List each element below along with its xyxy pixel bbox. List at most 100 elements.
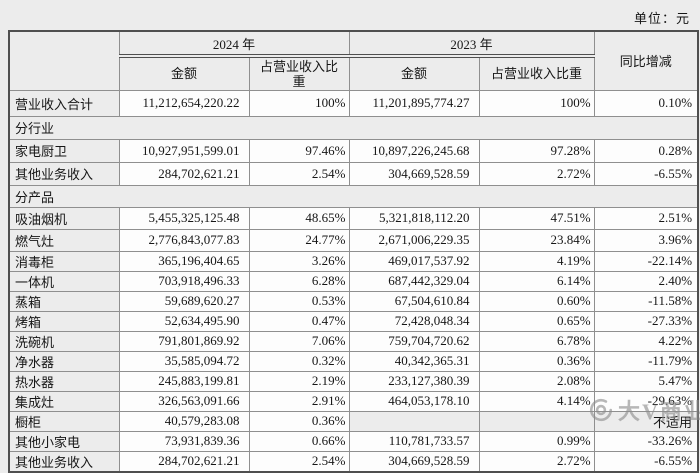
amount-2024: 5,455,325,125.48 <box>118 206 250 230</box>
pct-2024: 0.66% <box>248 430 350 452</box>
pct-2023: 0.65% <box>478 310 595 332</box>
amount-2024: 73,931,839.36 <box>118 430 250 452</box>
table-row: 橱柜 40,579,283.08 0.36% 不适用 <box>8 410 699 432</box>
amount-2023: 233,127,380.39 <box>348 370 480 392</box>
amount-2024: 365,196,404.65 <box>118 250 250 272</box>
amount-2023: 10,897,226,245.68 <box>348 138 480 163</box>
yoy-change: 0.10% <box>593 89 699 117</box>
table-row: 一体机 703,918,496.33 6.28% 687,442,329.04 6.14… <box>8 270 699 292</box>
yoy-change: 3.96% <box>593 228 699 252</box>
pct-2024: 2.54% <box>248 161 350 186</box>
amount-2024: 791,801,869.92 <box>118 330 250 352</box>
header-pct-2024: 占营业收入比重 <box>248 55 350 91</box>
table-header: 2024 年 2023 年 同比增减 金额 占营业收入比重 金额 占营业收入比重 <box>8 30 699 91</box>
yoy-change: 4.22% <box>593 330 699 352</box>
pct-2024: 97.46% <box>248 138 350 163</box>
header-yoy: 同比增减 <box>593 30 699 91</box>
amount-2023: 72,428,048.34 <box>348 310 480 332</box>
pct-2024: 7.06% <box>248 330 350 352</box>
row-label: 其他业务收入 <box>8 450 120 472</box>
amount-2023: 304,669,528.59 <box>348 161 480 186</box>
pct-2024: 0.32% <box>248 350 350 372</box>
amount-2024: 11,212,654,220.22 <box>118 89 250 117</box>
pct-2024: 0.47% <box>248 310 350 332</box>
header-pct-2023: 占营业收入比重 <box>478 55 595 91</box>
yoy-change: -29.63% <box>593 390 699 412</box>
table-row: 净水器 35,585,094.72 0.32% 40,342,365.31 0.36% -… <box>8 350 699 372</box>
yoy-change: -11.58% <box>593 290 699 312</box>
row-label: 家电厨卫 <box>8 138 120 163</box>
amount-2024: 59,689,620.27 <box>118 290 250 312</box>
table-row: 烤箱 52,634,495.90 0.47% 72,428,048.34 0.65% -2… <box>8 310 699 332</box>
amount-2023: 2,671,006,229.35 <box>348 228 480 252</box>
row-label: 蒸箱 <box>8 290 120 312</box>
yoy-change: 2.51% <box>593 206 699 230</box>
amount-2024: 326,563,091.66 <box>118 390 250 412</box>
table-row: 其他业务收入 284,702,621.21 2.54% 304,669,528.59 2… <box>8 450 699 472</box>
amount-2023: 5,321,818,112.20 <box>348 206 480 230</box>
table-row: 其他业务收入 284,702,621.21 2.54% 304,669,528.59 2… <box>8 161 699 186</box>
row-label: 营业收入合计 <box>8 89 120 117</box>
header-amount-2023: 金额 <box>348 55 480 91</box>
amount-2023: 759,704,720.62 <box>348 330 480 352</box>
table-row: 营业收入合计 11,212,654,220.22 100% 11,201,895,77… <box>8 89 699 117</box>
pct-2024: 24.77% <box>248 228 350 252</box>
table-row: 家电厨卫 10,927,951,599.01 97.46% 10,897,226,24… <box>8 138 699 163</box>
amount-2023: 110,781,733.57 <box>348 430 480 452</box>
row-label: 燃气灶 <box>8 228 120 252</box>
amount-2023: 464,053,178.10 <box>348 390 480 412</box>
pct-2023: 97.28% <box>478 138 595 163</box>
row-label: 集成灶 <box>8 390 120 412</box>
pct-2023: 0.60% <box>478 290 595 312</box>
yoy-change: -33.26% <box>593 430 699 452</box>
pct-2024: 100% <box>248 89 350 117</box>
amount-2024: 52,634,495.90 <box>118 310 250 332</box>
amount-2023: 11,201,895,774.27 <box>348 89 480 117</box>
pct-2024: 2.54% <box>248 450 350 472</box>
yoy-change: -6.55% <box>593 450 699 472</box>
section-label: 分行业 <box>9 115 699 140</box>
yoy-change: -11.79% <box>593 350 699 372</box>
unit-label: 单位：元 <box>633 11 690 26</box>
header-year-2024: 2024 年 <box>118 30 350 58</box>
yoy-change: 不适用 <box>593 410 699 432</box>
pct-2023: 4.14% <box>478 390 595 412</box>
table-row: 消毒柜 365,196,404.65 3.26% 469,017,537.92 4.19… <box>8 250 699 272</box>
amount-2024: 40,579,283.08 <box>118 410 250 432</box>
row-label: 热水器 <box>8 370 120 392</box>
row-label: 一体机 <box>8 270 120 292</box>
section-label: 分产品 <box>9 184 699 208</box>
pct-2024: 3.26% <box>248 250 350 272</box>
header-row-subcolumns: 金额 占营业收入比重 金额 占营业收入比重 <box>9 55 698 91</box>
table-body: 营业收入合计 11,212,654,220.22 100% 11,201,895,77… <box>8 89 699 472</box>
pct-2023: 6.14% <box>478 270 595 292</box>
pct-2024: 0.53% <box>248 290 350 312</box>
pct-2023 <box>478 410 595 432</box>
row-label: 其他业务收入 <box>8 161 120 186</box>
corner-cell <box>8 30 120 91</box>
yoy-change: -22.14% <box>593 250 699 272</box>
amount-2024: 245,883,199.81 <box>118 370 250 392</box>
row-label: 消毒柜 <box>8 250 120 272</box>
amount-2023: 687,442,329.04 <box>348 270 480 292</box>
yoy-change: 2.40% <box>593 270 699 292</box>
row-label: 橱柜 <box>8 410 120 432</box>
pct-2023: 4.19% <box>478 250 595 272</box>
table-row: 洗碗机 791,801,869.92 7.06% 759,704,720.62 6.78… <box>8 330 699 352</box>
pct-2023: 2.72% <box>478 450 595 472</box>
row-label: 洗碗机 <box>8 330 120 352</box>
pct-2023: 2.72% <box>478 161 595 186</box>
pct-2023: 0.36% <box>478 350 595 372</box>
table-row: 燃气灶 2,776,843,077.83 24.77% 2,671,006,229.3… <box>8 228 699 252</box>
header-row-years: 2024 年 2023 年 同比增减 <box>8 30 699 91</box>
amount-2023: 40,342,365.31 <box>348 350 480 372</box>
pct-2024: 6.28% <box>248 270 350 292</box>
amount-2023: 469,017,537.92 <box>348 250 480 272</box>
pct-2023: 0.99% <box>478 430 595 452</box>
amount-2023 <box>348 410 480 432</box>
table-row: 蒸箱 59,689,620.27 0.53% 67,504,610.84 0.60% -1… <box>8 290 699 312</box>
report-screenshot: { "unit_label": "单位：元", "table": { "col_… <box>8 11 700 473</box>
section-row: 分行业 <box>9 115 699 140</box>
yoy-change: -6.55% <box>593 161 699 186</box>
amount-2024: 10,927,951,599.01 <box>118 138 250 163</box>
